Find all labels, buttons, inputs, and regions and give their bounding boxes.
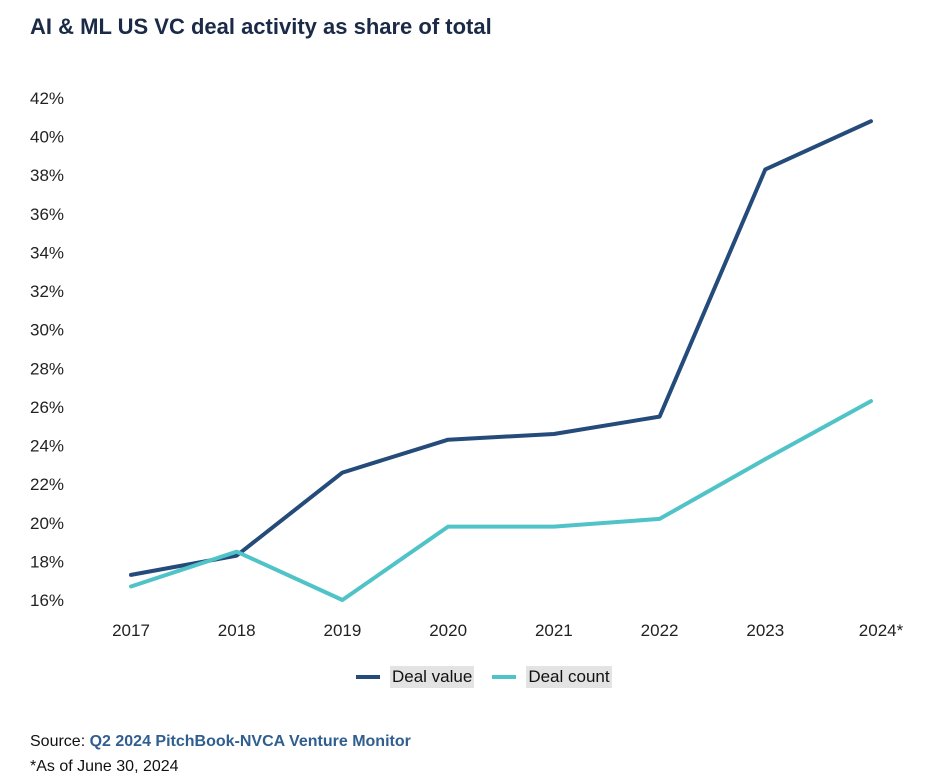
x-tick-label: 2017 [112, 621, 150, 640]
footnote: *As of June 30, 2024 [30, 758, 179, 775]
legend-label: Deal count [526, 666, 612, 688]
y-tick-label: 32% [30, 282, 64, 301]
y-tick-label: 38% [30, 166, 64, 185]
y-tick-label: 18% [30, 552, 64, 571]
y-tick-label: 30% [30, 321, 64, 340]
y-tick-label: 36% [30, 205, 64, 224]
legend-swatch-deal-value [356, 675, 380, 679]
y-tick-label: 40% [30, 128, 64, 147]
x-tick-label: 2024* [859, 621, 904, 640]
x-tick-label: 2020 [429, 621, 467, 640]
legend-label: Deal value [390, 666, 475, 688]
y-tick-label: 26% [30, 398, 64, 417]
x-tick-label: 2019 [324, 621, 362, 640]
legend: Deal value Deal count [356, 666, 612, 688]
series-line-deal-value [129, 119, 873, 577]
y-tick-label: 22% [30, 475, 64, 494]
x-tick-label: 2018 [218, 621, 256, 640]
chart-title: AI & ML US VC deal activity as share of … [30, 14, 492, 39]
y-tick-label: 24% [30, 437, 64, 456]
legend-item-deal-count[interactable]: Deal count [492, 666, 612, 688]
y-tick-label: 28% [30, 359, 64, 378]
x-tick-label: 2021 [535, 621, 573, 640]
y-tick-label: 16% [30, 591, 64, 610]
source-link[interactable]: Q2 2024 PitchBook-NVCA Venture Monitor [89, 733, 411, 750]
y-tick-label: 20% [30, 514, 64, 533]
legend-item-deal-value[interactable]: Deal value [356, 666, 475, 688]
y-tick-label: 42% [30, 89, 64, 108]
legend-swatch-deal-count [492, 675, 517, 679]
x-tick-label: 2022 [641, 621, 679, 640]
line-chart: 16% 18% 20% 22% 24% 26% 28% 30% 32% 34% 36% 38% 40% 4… [30, 89, 904, 640]
source-prefix: Source: [30, 733, 90, 750]
source-line: Source: Q2 2024 PitchBook-NVCA Venture M… [30, 733, 411, 751]
x-tick-label: 2023 [746, 621, 784, 640]
y-tick-label: 34% [30, 243, 64, 262]
series-line-deal-count [129, 399, 873, 602]
